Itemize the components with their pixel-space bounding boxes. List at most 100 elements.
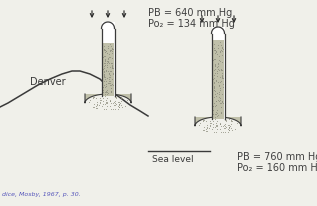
Point bbox=[220, 76, 225, 79]
Point bbox=[226, 126, 231, 129]
Point bbox=[108, 108, 113, 111]
Point bbox=[105, 52, 110, 55]
Point bbox=[219, 112, 224, 115]
Point bbox=[92, 96, 97, 99]
Point bbox=[98, 102, 103, 105]
Point bbox=[97, 99, 102, 102]
Point bbox=[213, 100, 218, 103]
Point bbox=[210, 105, 216, 108]
Point bbox=[212, 102, 217, 105]
Point bbox=[226, 128, 231, 131]
Polygon shape bbox=[101, 23, 114, 97]
Point bbox=[116, 103, 121, 106]
Point bbox=[109, 91, 114, 94]
Point bbox=[218, 49, 223, 53]
Polygon shape bbox=[211, 28, 224, 34]
Point bbox=[117, 106, 122, 109]
Point bbox=[102, 48, 107, 51]
Point bbox=[108, 50, 113, 54]
Point bbox=[218, 122, 223, 126]
Point bbox=[212, 113, 217, 116]
Point bbox=[218, 131, 223, 134]
Point bbox=[213, 126, 218, 129]
Point bbox=[219, 50, 224, 54]
Point bbox=[107, 80, 112, 83]
Point bbox=[103, 103, 108, 106]
Point bbox=[208, 125, 213, 128]
Point bbox=[224, 126, 229, 129]
Point bbox=[108, 87, 113, 90]
Point bbox=[107, 50, 113, 53]
Point bbox=[104, 97, 109, 101]
Point bbox=[220, 77, 225, 80]
Point bbox=[102, 84, 107, 87]
Point bbox=[213, 122, 218, 125]
Point bbox=[215, 53, 220, 56]
Point bbox=[215, 114, 220, 117]
Point bbox=[112, 100, 117, 103]
Point bbox=[91, 97, 96, 101]
Point bbox=[230, 129, 235, 132]
Point bbox=[112, 102, 117, 105]
Point bbox=[207, 120, 212, 123]
Polygon shape bbox=[101, 23, 114, 29]
Point bbox=[103, 99, 108, 102]
Point bbox=[94, 97, 99, 101]
Point bbox=[212, 130, 217, 133]
Point bbox=[100, 97, 105, 100]
Point bbox=[212, 47, 217, 50]
Point bbox=[103, 102, 108, 105]
Point bbox=[221, 124, 226, 127]
Point bbox=[217, 96, 222, 99]
Point bbox=[219, 61, 224, 64]
Point bbox=[219, 44, 224, 47]
Point bbox=[217, 85, 222, 89]
Point bbox=[223, 119, 229, 122]
Point bbox=[214, 66, 219, 69]
Point bbox=[108, 84, 113, 87]
Point bbox=[217, 69, 222, 72]
Point bbox=[102, 93, 107, 96]
Point bbox=[111, 101, 116, 104]
Point bbox=[110, 67, 115, 71]
Point bbox=[91, 106, 96, 109]
Point bbox=[213, 52, 218, 55]
Point bbox=[102, 70, 107, 74]
Point bbox=[233, 128, 238, 131]
Point bbox=[210, 128, 215, 131]
Point bbox=[214, 80, 219, 83]
Point bbox=[229, 119, 234, 123]
Point bbox=[212, 116, 217, 119]
Point bbox=[221, 124, 226, 128]
Point bbox=[107, 82, 112, 86]
Point bbox=[214, 125, 219, 128]
Point bbox=[227, 129, 232, 132]
Point bbox=[103, 90, 108, 93]
Point bbox=[106, 57, 111, 61]
Point bbox=[103, 83, 108, 86]
Point bbox=[104, 60, 109, 63]
Point bbox=[102, 86, 107, 89]
Point bbox=[222, 127, 227, 130]
Point bbox=[94, 104, 100, 107]
Point bbox=[116, 105, 121, 108]
Point bbox=[102, 60, 107, 63]
Point bbox=[223, 119, 228, 123]
Point bbox=[217, 102, 222, 105]
Point bbox=[220, 77, 225, 80]
Point bbox=[113, 96, 119, 99]
Point bbox=[207, 122, 212, 125]
Point bbox=[213, 58, 218, 61]
Point bbox=[111, 108, 116, 112]
Point bbox=[228, 123, 233, 126]
Point bbox=[217, 81, 222, 84]
Point bbox=[212, 49, 217, 52]
Polygon shape bbox=[85, 95, 131, 103]
Point bbox=[217, 76, 222, 79]
Point bbox=[102, 78, 107, 82]
Point bbox=[220, 48, 225, 51]
Point bbox=[109, 83, 114, 86]
Point bbox=[109, 91, 114, 94]
Point bbox=[216, 44, 221, 47]
Point bbox=[107, 67, 112, 70]
